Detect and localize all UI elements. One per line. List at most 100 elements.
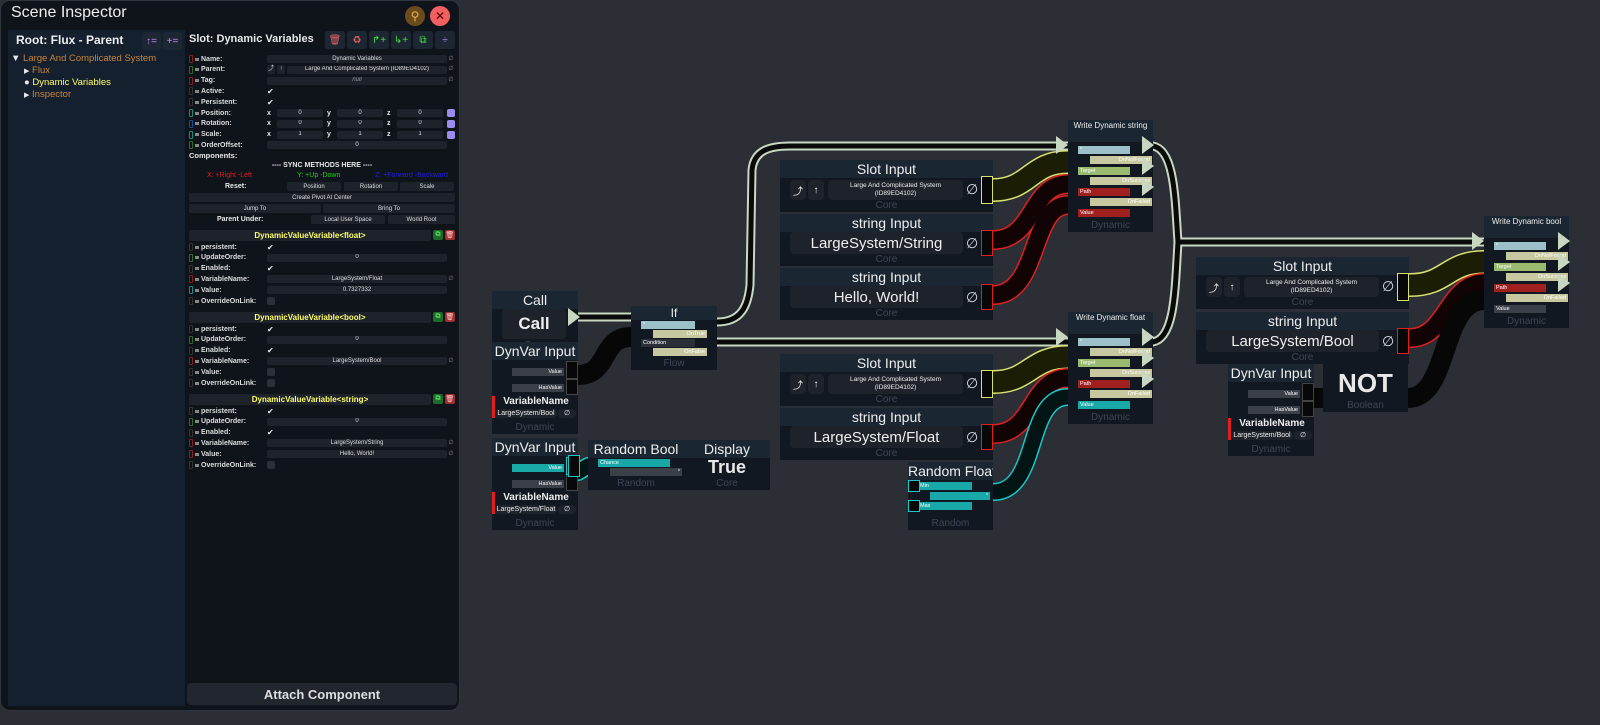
- null-button[interactable]: ∅: [558, 409, 576, 418]
- order-offset-input[interactable]: 0: [267, 141, 447, 150]
- persistent-checkbox[interactable]: ✔: [267, 406, 274, 416]
- string-field[interactable]: LargeSystem/Float: [790, 426, 963, 448]
- scale-x-input[interactable]: 1: [277, 130, 323, 139]
- null-button[interactable]: ∅: [448, 450, 454, 457]
- reset-position-button[interactable]: Position: [287, 182, 341, 191]
- tree-item-large-system[interactable]: ▼ Large And Complicated System: [11, 53, 157, 64]
- close-icon[interactable]: ✕: [430, 6, 450, 26]
- call-output-arrow[interactable]: [568, 308, 580, 326]
- active-checkbox[interactable]: ✔: [267, 86, 274, 96]
- value-input[interactable]: 0.7327332: [267, 286, 447, 295]
- delete-icon[interactable]: 🗑: [325, 31, 345, 49]
- name-input[interactable]: Dynamic Variables: [267, 55, 447, 63]
- variable-name-input[interactable]: LargeSystem/String: [267, 439, 447, 448]
- string-field[interactable]: Hello, World!: [790, 286, 963, 308]
- variable-name-field[interactable]: LargeSystem/Bool: [1231, 431, 1293, 440]
- value-checkbox[interactable]: [267, 368, 275, 377]
- hasvalue-port[interactable]: [566, 475, 578, 491]
- impulse-input-arrow[interactable]: [1472, 232, 1484, 250]
- slot-output-port[interactable]: [981, 176, 993, 204]
- null-button[interactable]: ∅: [1382, 278, 1395, 294]
- string-field[interactable]: LargeSystem/String: [790, 232, 963, 254]
- string-output-port[interactable]: [1397, 328, 1409, 354]
- null-button[interactable]: ∅: [448, 77, 454, 84]
- impulse-input-arrow[interactable]: [1056, 136, 1068, 154]
- slot-field[interactable]: Large And Complicated System (ID89ED4102…: [828, 374, 963, 394]
- move-up-root-button[interactable]: ↑=: [142, 32, 161, 50]
- local-user-space-button[interactable]: Local User Space: [311, 215, 385, 224]
- null-button[interactable]: ∅: [448, 275, 454, 282]
- null-button[interactable]: ∅: [966, 235, 979, 251]
- slot-output-port[interactable]: [1397, 273, 1409, 301]
- variable-name-field[interactable]: LargeSystem/Bool: [495, 409, 557, 418]
- null-button[interactable]: ∅: [448, 439, 454, 446]
- string-output-port[interactable]: [981, 424, 993, 450]
- rotation-x-input[interactable]: 0: [277, 119, 323, 128]
- jump-button[interactable]: ↑: [808, 180, 824, 200]
- override-checkbox[interactable]: [267, 297, 275, 305]
- onnotfound-arrow[interactable]: [1142, 328, 1154, 346]
- pin-icon[interactable]: ⚲: [405, 6, 425, 26]
- onfailed-arrow[interactable]: [1142, 178, 1154, 196]
- position-y-input[interactable]: 0: [337, 109, 383, 117]
- variable-name-input[interactable]: LargeSystem/Float: [267, 275, 447, 284]
- hasvalue-port[interactable]: [566, 379, 578, 395]
- string-output-port[interactable]: [981, 230, 993, 256]
- tree-item-flux[interactable]: ▶ Flux: [24, 65, 50, 76]
- value-input[interactable]: Hello, World!: [267, 450, 447, 459]
- string-field[interactable]: LargeSystem/Bool: [1206, 330, 1379, 352]
- persistent-checkbox[interactable]: ✔: [267, 242, 274, 252]
- tree-item-inspector[interactable]: ▶ Inspector: [24, 89, 72, 100]
- parent-field[interactable]: Large And Complicated System (ID89ED4102…: [287, 65, 447, 74]
- parent-up-button[interactable]: ⤴: [267, 65, 275, 75]
- add-child-icon[interactable]: ↱+: [369, 31, 389, 49]
- tree-item-dynamic-variables[interactable]: ● Dynamic Variables: [24, 77, 111, 88]
- onsuccess-arrow[interactable]: [1558, 253, 1570, 271]
- update-order-input[interactable]: 0: [267, 417, 447, 426]
- create-pivot-button[interactable]: Create Pivot At Center: [189, 193, 455, 202]
- null-button[interactable]: ∅: [966, 289, 979, 305]
- onsuccess-arrow[interactable]: [1142, 157, 1154, 175]
- jump-button[interactable]: ↑: [1224, 277, 1240, 297]
- position-x-input[interactable]: 0: [277, 109, 323, 117]
- onfailed-arrow[interactable]: [1142, 370, 1154, 388]
- edit-vector-icon[interactable]: [447, 130, 455, 139]
- up-button[interactable]: ⤴: [790, 374, 806, 394]
- duplicate-component-icon[interactable]: ⧉: [433, 394, 443, 404]
- up-button[interactable]: ⤴: [1206, 277, 1222, 297]
- persistent-checkbox[interactable]: ✔: [267, 324, 274, 334]
- hasvalue-port[interactable]: [1302, 401, 1314, 417]
- enabled-checkbox[interactable]: ✔: [267, 264, 274, 274]
- delete-component-icon[interactable]: 🗑: [445, 312, 455, 322]
- override-checkbox[interactable]: [267, 379, 275, 387]
- onnotfound-arrow[interactable]: [1558, 232, 1570, 250]
- onsuccess-arrow[interactable]: [1142, 349, 1154, 367]
- null-button[interactable]: ∅: [448, 66, 454, 73]
- attach-component-button[interactable]: Attach Component: [187, 683, 457, 705]
- parent-jump-button[interactable]: ↑: [277, 65, 285, 75]
- update-order-input[interactable]: 0: [267, 335, 447, 344]
- null-button[interactable]: ∅: [1382, 333, 1395, 349]
- duplicate-component-icon[interactable]: ⧉: [433, 230, 443, 240]
- impulse-input-arrow[interactable]: [1056, 328, 1068, 346]
- edit-vector-icon[interactable]: [447, 119, 455, 128]
- string-output-port[interactable]: [981, 284, 993, 310]
- collapsed-arrow-icon[interactable]: ▶: [24, 68, 30, 75]
- null-button[interactable]: ∅: [966, 429, 979, 445]
- value-port[interactable]: [1302, 383, 1314, 401]
- slot-field[interactable]: Large And Complicated System (ID89ED4102…: [828, 180, 963, 200]
- delete-component-icon[interactable]: 🗑: [445, 230, 455, 240]
- null-button[interactable]: ∅: [448, 357, 454, 364]
- insert-parent-icon[interactable]: ↳+: [391, 31, 411, 49]
- null-button[interactable]: ∅: [558, 505, 576, 514]
- rotation-y-input[interactable]: 0: [337, 119, 383, 128]
- rotation-z-input[interactable]: 0: [397, 119, 443, 128]
- edit-vector-icon[interactable]: [447, 109, 455, 117]
- null-button[interactable]: ∅: [966, 375, 979, 391]
- enabled-checkbox[interactable]: ✔: [267, 428, 274, 438]
- center-icon[interactable]: ÷: [435, 31, 455, 49]
- duplicate-component-icon[interactable]: ⧉: [433, 312, 443, 322]
- collapsed-arrow-icon[interactable]: ▶: [24, 92, 30, 99]
- scale-z-input[interactable]: 1: [397, 130, 443, 139]
- variable-name-field[interactable]: LargeSystem/Float: [495, 505, 557, 514]
